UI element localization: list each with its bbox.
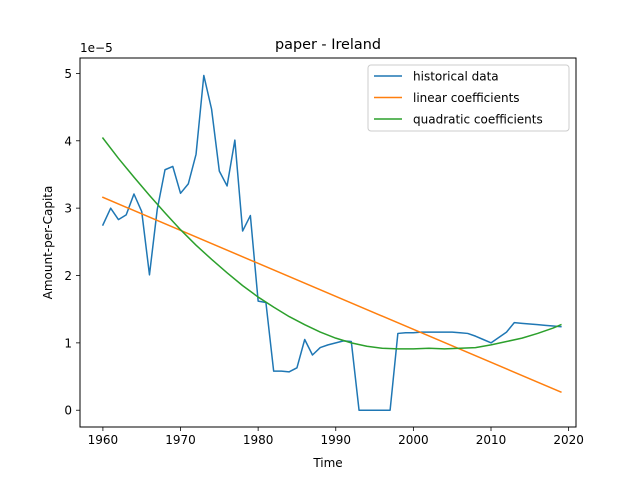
y-axis-ticks: 0 1 2 3 4 5 <box>64 67 80 418</box>
legend-box <box>367 64 570 132</box>
x-tick-label: 1970 <box>165 433 196 447</box>
y-axis-label: Amount-per-Capita <box>41 186 55 300</box>
legend-label-linear-coefficients: linear coefficients <box>413 91 520 105</box>
y-tick-label: 0 <box>64 404 72 418</box>
x-tick-label: 1990 <box>320 433 351 447</box>
chart-title: paper - Ireland <box>275 37 381 53</box>
legend-label-historical-data: historical data <box>413 70 499 84</box>
x-tick-label: 2020 <box>553 433 584 447</box>
x-tick-label: 1960 <box>88 433 119 447</box>
y-tick-label: 4 <box>64 134 72 148</box>
x-tick-label: 2010 <box>476 433 507 447</box>
legend-entries: historical data linear coefficients quadra… <box>374 70 543 127</box>
series-line-quadratic-coefficients <box>101 137 562 350</box>
x-axis-ticks: 1960 1970 1980 1990 2000 2010 2020 <box>88 427 584 447</box>
x-tick-label: 2000 <box>398 433 429 447</box>
x-tick-label: 1980 <box>243 433 274 447</box>
legend-label-quadratic-coefficients: quadratic coefficients <box>413 113 543 127</box>
y-tick-label: 3 <box>64 202 72 216</box>
series-line-linear-coefficients <box>101 196 562 394</box>
legend: historical data linear coefficients quadra… <box>367 64 570 132</box>
axes-frame <box>79 57 577 428</box>
plot-lines <box>101 74 562 411</box>
y-tick-label: 5 <box>64 67 72 81</box>
y-axis-offset-text: 1e−5 <box>80 41 113 55</box>
y-tick-label: 1 <box>64 336 72 350</box>
y-tick-label: 2 <box>64 269 72 283</box>
x-axis-label: Time <box>312 456 342 470</box>
series-line-historical-data <box>101 74 562 411</box>
